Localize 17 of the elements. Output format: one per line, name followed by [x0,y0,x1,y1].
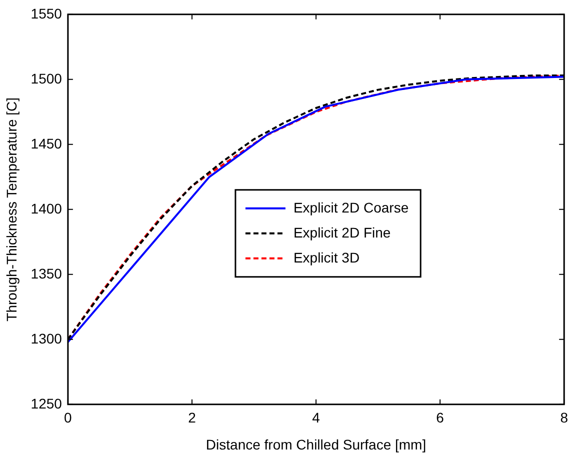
y-tick-label: 1550 [30,5,62,22]
x-tick-label: 6 [436,410,444,426]
x-tick-label: 2 [188,410,196,426]
y-tick-label: 1450 [30,135,62,152]
y-axis-title: Through-Thickness Temperature [C] [3,97,20,322]
y-tick-label: 1300 [30,330,62,346]
x-tick-label: 4 [312,410,320,426]
x-tick-label: 8 [560,410,568,426]
y-tick-label: 1250 [30,395,62,412]
x-axis-title: Distance from Chilled Surface [mm] [206,436,426,452]
legend-label: Explicit 2D Coarse [293,199,409,216]
x-tick-label: 0 [64,410,72,426]
y-tick-label: 1500 [30,70,62,86]
y-tick-label: 1400 [30,200,62,216]
legend-label: Explicit 3D [293,249,360,266]
legend-label: Explicit 2D Fine [293,224,391,240]
y-tick-label: 1350 [30,265,62,282]
